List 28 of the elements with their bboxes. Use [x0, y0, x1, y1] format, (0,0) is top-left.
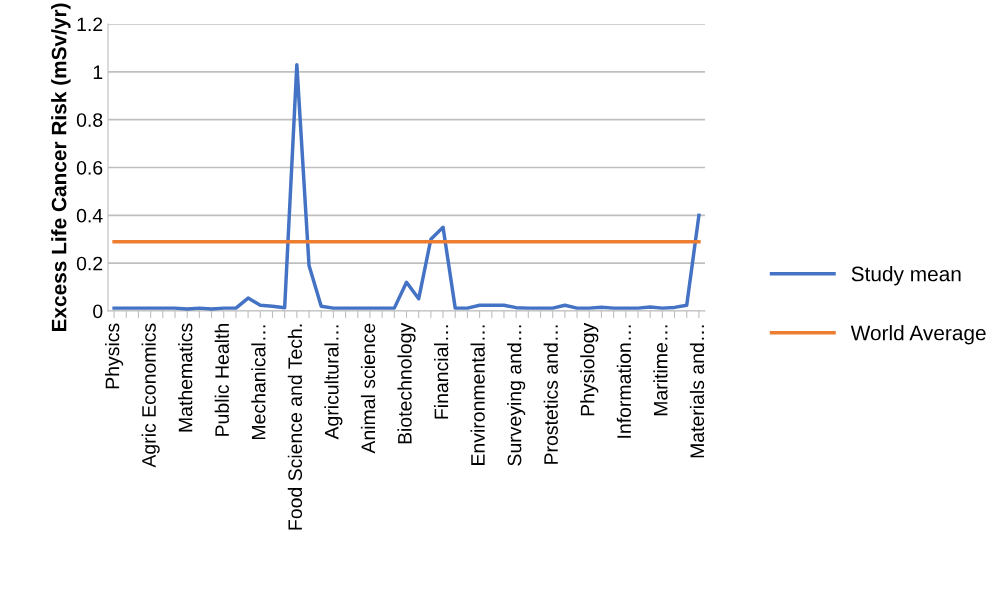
- y-tick-label: 0.8: [76, 113, 103, 127]
- x-tick-label: Maritime…: [653, 325, 668, 416]
- y-tick-label: 0.2: [76, 256, 103, 271]
- legend-label: Study mean: [851, 266, 961, 286]
- line-series: [112, 62, 701, 311]
- x-tick-label: Biotechnology: [397, 322, 416, 444]
- x-tick-label: Agric Economics: [141, 323, 160, 468]
- legend-label: World Average: [850, 325, 986, 345]
- y-axis-title: Excess Life Cancer Risk (mSv/yr): [51, 3, 71, 332]
- y-tick-label: 0: [93, 304, 103, 319]
- x-tick-label: Mathematics: [178, 323, 193, 432]
- y-tick-label: 1.2: [77, 17, 103, 32]
- x-tick-label: Environmental…: [470, 325, 485, 465]
- x-tick-label: Information…: [616, 325, 632, 438]
- x-tick-label: Mechanical…: [251, 325, 266, 439]
- x-tick-label: Agricultural…: [324, 325, 343, 440]
- x-tick-label: Physics: [105, 323, 124, 389]
- y-tick-label: 0.6: [76, 160, 103, 175]
- y-tick-label: 0.4: [76, 208, 103, 223]
- y-tick-label: 1: [93, 65, 103, 79]
- x-tick-label: Public Health: [214, 324, 229, 436]
- x-tick-label: Physiology: [580, 322, 599, 416]
- x-tick-label: Financial…: [433, 325, 449, 419]
- x-tick-label: Animal science: [360, 323, 376, 454]
- x-tick-label: Surveying and…: [507, 325, 526, 466]
- x-tick-label: Food Science and Tech.: [287, 324, 303, 530]
- x-tick-label: Materials and…: [689, 325, 705, 458]
- x-tick-label: Prostetics and…: [543, 325, 558, 464]
